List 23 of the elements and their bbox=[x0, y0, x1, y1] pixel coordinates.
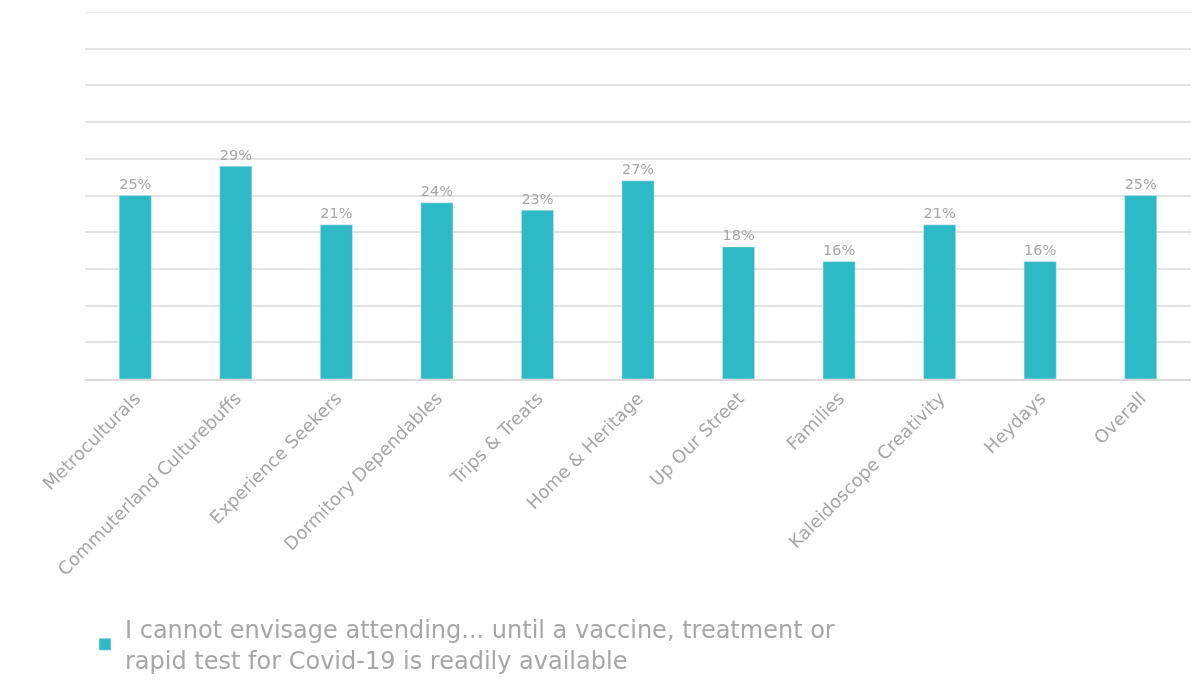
bar bbox=[1023, 261, 1057, 379]
data-label: 24% bbox=[420, 183, 453, 200]
data-label: 25% bbox=[1124, 175, 1157, 192]
bar bbox=[118, 195, 152, 379]
bar bbox=[420, 202, 454, 379]
data-label: 21% bbox=[320, 205, 353, 222]
bar bbox=[521, 209, 554, 379]
data-label: 27% bbox=[621, 161, 655, 178]
legend-label: I cannot envisage attending... until a vaccine, treatment or rapid test for Covid-19 is readily available bbox=[125, 616, 835, 676]
data-label: 25% bbox=[119, 175, 152, 192]
data-label: 16% bbox=[1024, 241, 1057, 258]
data-label: 16% bbox=[823, 241, 856, 258]
data-label: 29% bbox=[219, 146, 252, 163]
bar bbox=[722, 246, 755, 379]
bar bbox=[320, 224, 353, 379]
bar bbox=[621, 180, 655, 379]
data-label: 23% bbox=[521, 190, 554, 207]
bar bbox=[822, 261, 856, 379]
bar bbox=[923, 224, 956, 379]
bar bbox=[1124, 195, 1158, 379]
bar bbox=[219, 165, 253, 379]
data-label: 21% bbox=[923, 205, 956, 222]
data-label: 18% bbox=[722, 227, 755, 244]
